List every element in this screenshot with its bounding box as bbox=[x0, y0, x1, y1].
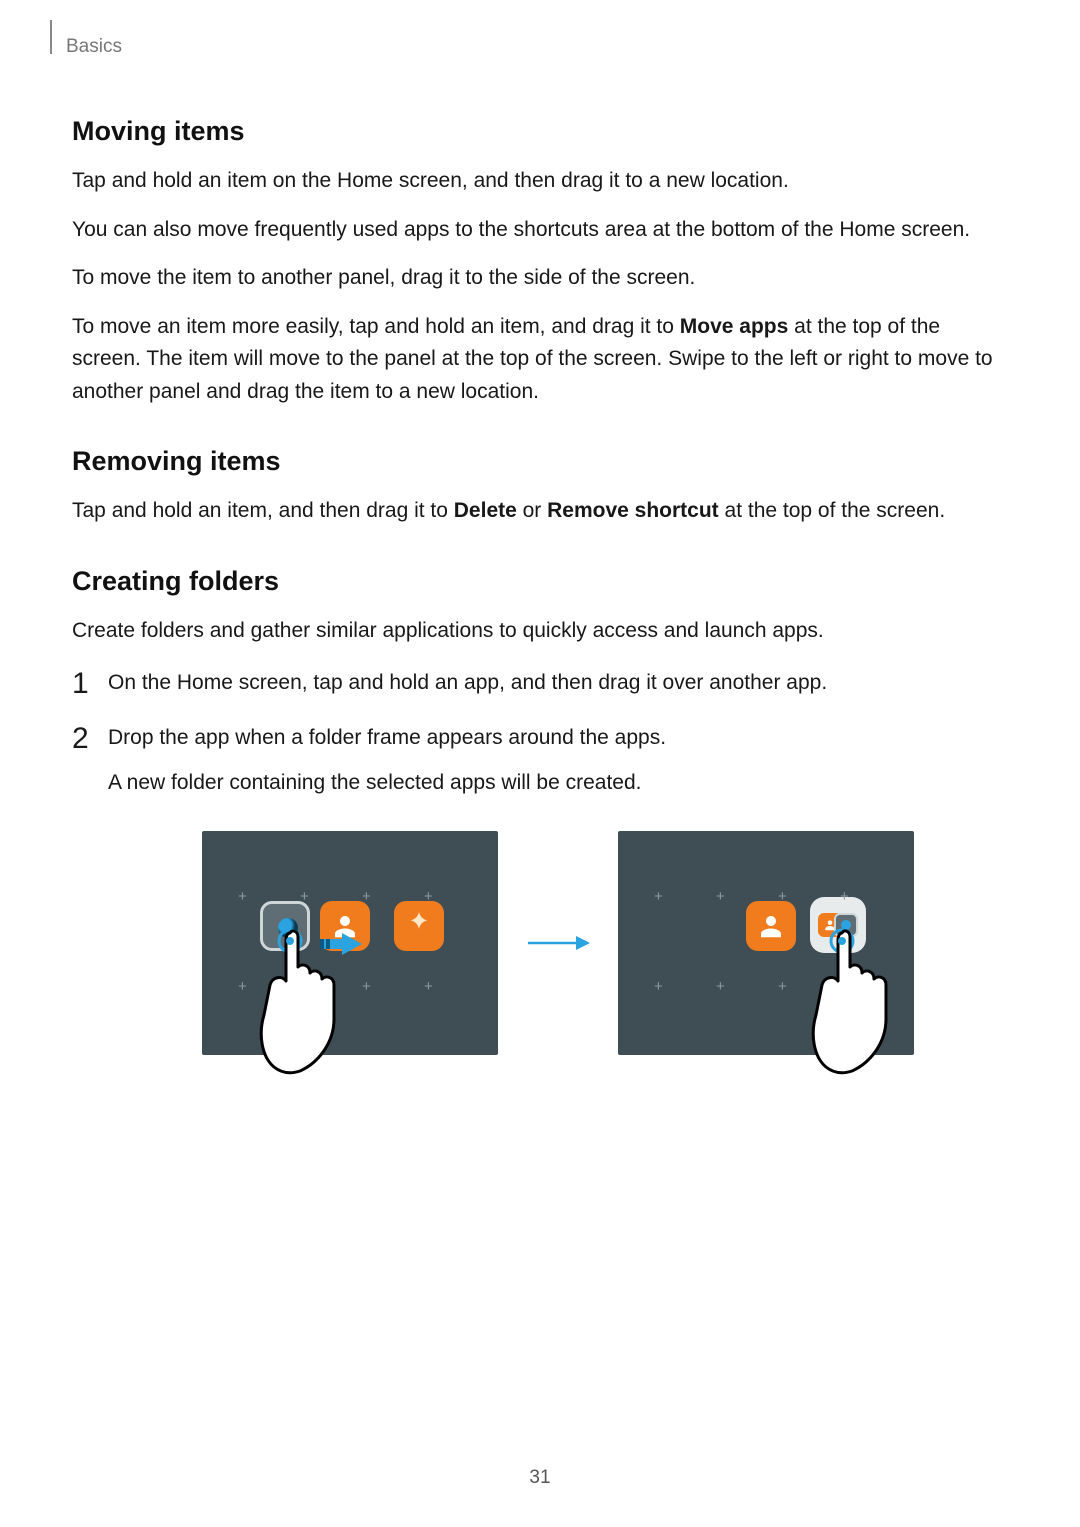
grid-plus-icon: + bbox=[362, 889, 371, 904]
step-2-number: 2 bbox=[72, 722, 108, 755]
removing-p1-mid: or bbox=[517, 499, 547, 522]
removing-p1-bold1: Delete bbox=[454, 499, 517, 522]
grid-plus-icon: + bbox=[362, 979, 371, 994]
heading-creating-folders: Creating folders bbox=[72, 566, 1008, 597]
drag-arrow-icon bbox=[318, 929, 366, 959]
grid-plus-icon: + bbox=[778, 979, 787, 994]
step-1: 1 On the Home screen, tap and hold an ap… bbox=[72, 667, 1008, 700]
moving-p2: You can also move frequently used apps t… bbox=[72, 214, 1008, 247]
grid-plus-icon: + bbox=[238, 889, 247, 904]
step-2: 2 Drop the app when a folder frame appea… bbox=[72, 722, 1008, 799]
figure-panel-left: + + + + + + + bbox=[202, 831, 498, 1055]
step-2-sub: A new folder containing the selected app… bbox=[108, 767, 666, 800]
camera-app-icon bbox=[260, 901, 310, 951]
moving-p4: To move an item more easily, tap and hol… bbox=[72, 311, 1008, 409]
folder-frame-icon bbox=[810, 897, 866, 953]
grid-plus-icon: + bbox=[300, 889, 309, 904]
mini-camera-icon bbox=[834, 913, 858, 937]
removing-p1-bold2: Remove shortcut bbox=[547, 499, 719, 522]
gallery-app-icon bbox=[394, 901, 444, 951]
grid-plus-icon: + bbox=[654, 889, 663, 904]
moving-p4-pre: To move an item more easily, tap and hol… bbox=[72, 315, 680, 338]
step-1-number: 1 bbox=[72, 667, 108, 700]
grid-plus-icon: + bbox=[778, 889, 787, 904]
removing-p1: Tap and hold an item, and then drag it t… bbox=[72, 495, 1008, 528]
steps-list: 1 On the Home screen, tap and hold an ap… bbox=[72, 667, 1008, 799]
grid-plus-icon: + bbox=[840, 889, 849, 904]
step-2-text: Drop the app when a folder frame appears… bbox=[108, 722, 666, 799]
heading-moving-items: Moving items bbox=[72, 116, 1008, 147]
figure-panel-right: + + + + + + + bbox=[618, 831, 914, 1055]
grid-plus-icon: + bbox=[654, 979, 663, 994]
contacts-app-icon bbox=[746, 901, 796, 951]
step-2-main: Drop the app when a folder frame appears… bbox=[108, 726, 666, 749]
transition-arrow-icon bbox=[526, 933, 590, 953]
step-1-text: On the Home screen, tap and hold an app,… bbox=[108, 667, 827, 700]
page-number: 31 bbox=[0, 1467, 1080, 1489]
removing-p1-pre: Tap and hold an item, and then drag it t… bbox=[72, 499, 454, 522]
moving-p4-bold: Move apps bbox=[680, 315, 789, 338]
grid-plus-icon: + bbox=[238, 979, 247, 994]
moving-p3: To move the item to another panel, drag … bbox=[72, 262, 1008, 295]
grid-plus-icon: + bbox=[716, 979, 725, 994]
heading-removing-items: Removing items bbox=[72, 446, 1008, 477]
header-rule bbox=[50, 20, 52, 54]
grid-plus-icon: + bbox=[424, 979, 433, 994]
grid-plus-icon: + bbox=[716, 889, 725, 904]
breadcrumb: Basics bbox=[66, 36, 1008, 58]
figure-row: + + + + + + + + + + + + + + bbox=[72, 831, 1008, 1055]
grid-plus-icon: + bbox=[424, 889, 433, 904]
removing-p1-post: at the top of the screen. bbox=[719, 499, 945, 522]
creating-intro: Create folders and gather similar applic… bbox=[72, 615, 1008, 648]
moving-p1: Tap and hold an item on the Home screen,… bbox=[72, 165, 1008, 198]
